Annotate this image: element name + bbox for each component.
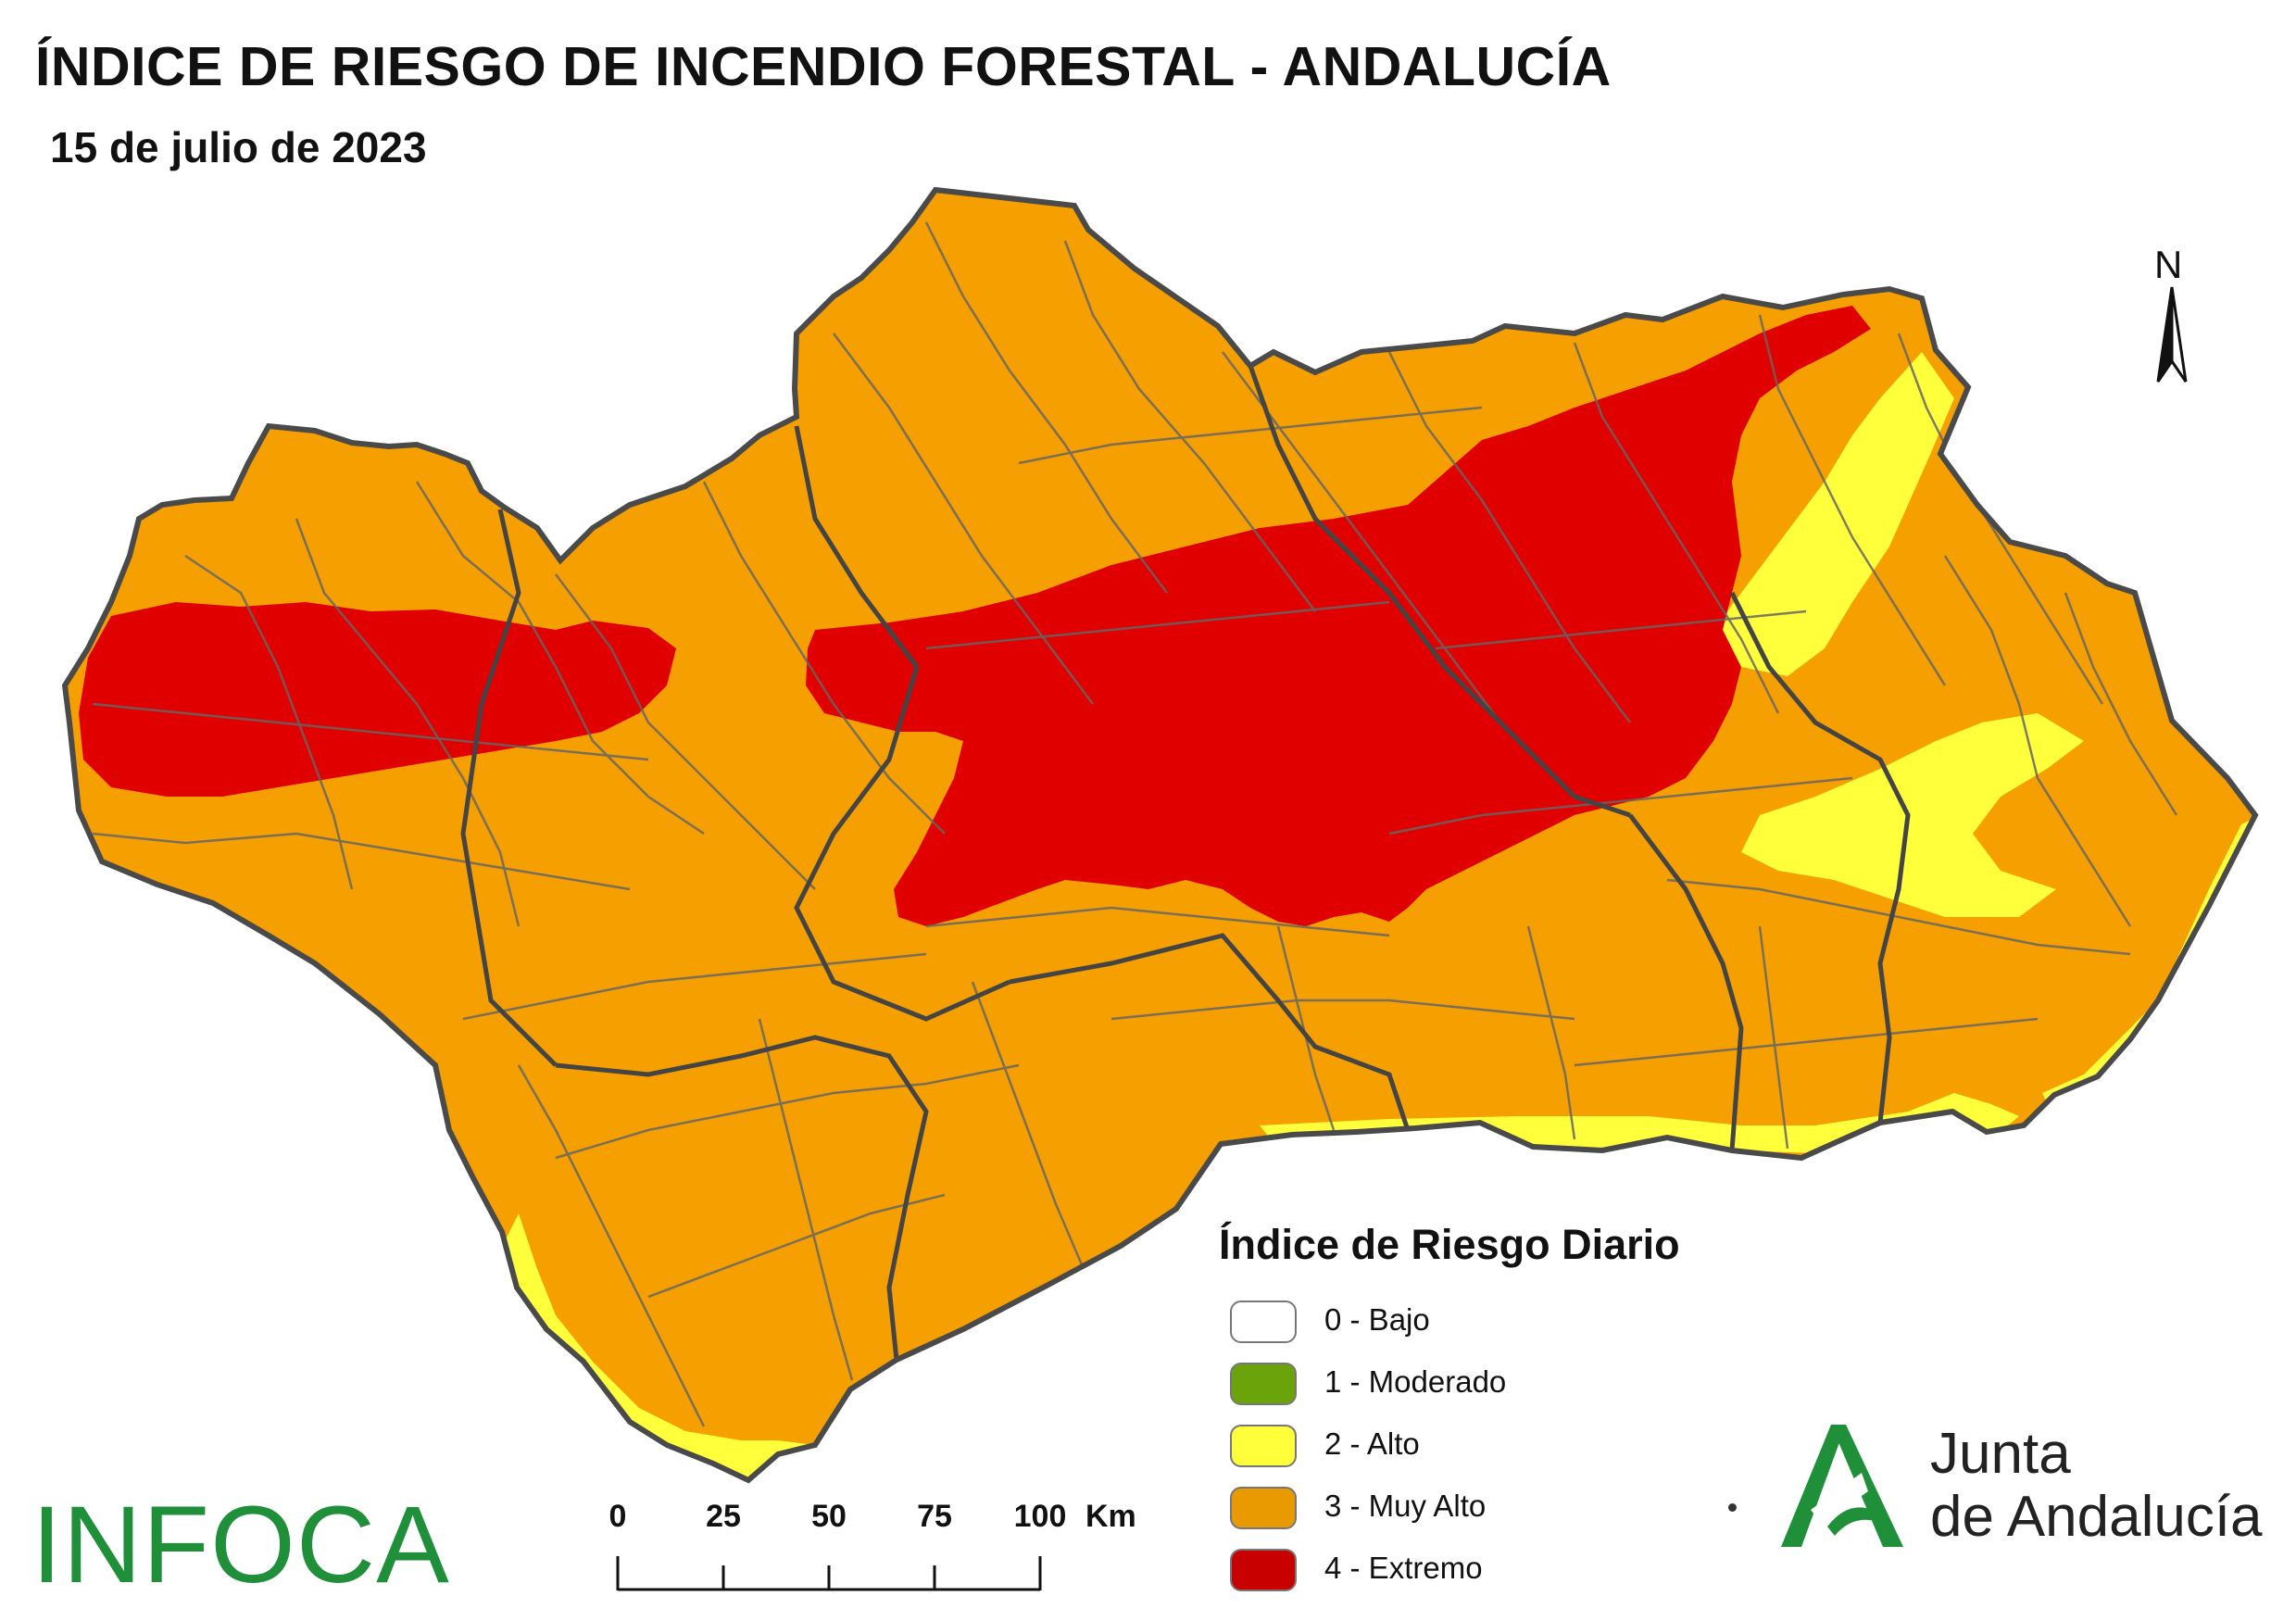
legend-label: 3 - Muy Alto — [1324, 1489, 1487, 1523]
legend-swatch-alto — [1230, 1425, 1297, 1467]
junta-line1: Junta — [1930, 1422, 2071, 1486]
legend-swatch-extremo — [1230, 1549, 1297, 1591]
legend-title: Índice de Riesgo Diario — [1219, 1221, 1680, 1268]
north-arrow-icon — [2156, 286, 2188, 383]
legend-label: 2 - Alto — [1324, 1426, 1420, 1461]
region-extremo-center — [806, 306, 1871, 926]
infoca-logo: INFOCA — [31, 1484, 450, 1606]
region-alto-east — [1713, 352, 1954, 676]
map-date: 15 de julio de 2023 — [50, 123, 427, 171]
province-boundaries — [460, 365, 1911, 1361]
andalucia-outline — [61, 186, 2259, 1484]
scale-bar-graphic — [616, 1556, 1042, 1591]
junta-andalucia-wordmark: Junta de Andalucía — [1930, 1423, 2263, 1549]
legend-item-alto: 2 - Alto — [1219, 1425, 1680, 1487]
scale-label-25: 25 — [706, 1499, 741, 1534]
region-extremo-west — [79, 602, 676, 797]
legend-swatch-bajo — [1230, 1301, 1297, 1343]
scale-label-50: 50 — [811, 1499, 847, 1534]
scale-bar: 0 25 50 75 100 Km — [602, 1499, 1158, 1601]
scale-label-100: 100 — [1013, 1499, 1067, 1534]
legend-item-moderado: 1 - Moderado — [1219, 1363, 1680, 1425]
map-title: ÍNDICE DE RIESGO DE INCENDIO FORESTAL - … — [35, 36, 1612, 97]
scale-unit: Km — [1085, 1499, 1136, 1534]
junta-andalucia-logo-icon — [1781, 1425, 1903, 1547]
legend-label: 4 - Extremo — [1324, 1551, 1483, 1585]
legend-item-bajo: 0 - Bajo — [1219, 1301, 1680, 1363]
legend-swatch-moderado — [1230, 1363, 1297, 1405]
legend-item-muy-alto: 3 - Muy Alto — [1219, 1487, 1680, 1549]
scale-label-0: 0 — [609, 1499, 627, 1534]
legend-label: 1 - Moderado — [1324, 1364, 1507, 1399]
legend-label: 0 - Bajo — [1324, 1302, 1430, 1337]
legend-item-extremo: 4 - Extremo — [1219, 1549, 1680, 1611]
north-arrow: N — [2130, 243, 2214, 391]
decorative-dot — [1728, 1503, 1737, 1512]
legend-swatch-muy-alto — [1230, 1487, 1297, 1529]
scale-label-75: 75 — [917, 1499, 952, 1534]
legend: Índice de Riesgo Diario 0 - Bajo 1 - Mod… — [1219, 1221, 1680, 1611]
north-label: N — [2154, 243, 2183, 286]
region-alto-southeast — [1741, 713, 2084, 917]
municipal-boundaries — [92, 221, 2178, 1427]
junta-line2: de Andalucía — [1930, 1485, 2263, 1549]
